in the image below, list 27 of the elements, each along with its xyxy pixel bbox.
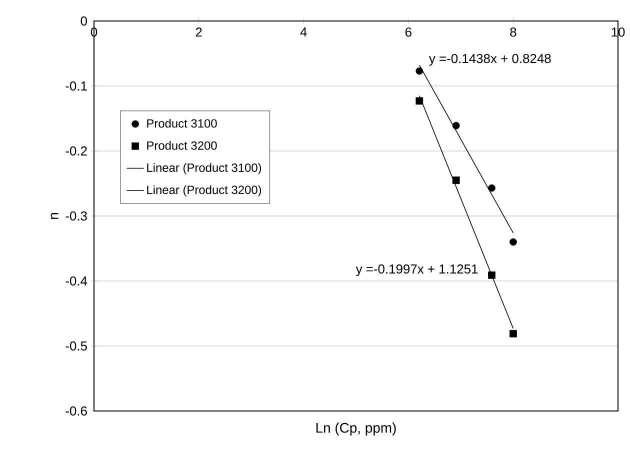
y-tick-label: 0 [80, 16, 87, 26]
y-axis-title: n [50, 213, 58, 219]
point [452, 176, 460, 184]
point [452, 122, 460, 130]
point [488, 271, 496, 279]
x-tick-label: 4 [300, 28, 307, 36]
point [416, 67, 424, 75]
x-tick-label: 8 [510, 28, 516, 37]
x-axis-title: Ln (Cp, ppm) [316, 422, 396, 436]
y-tick-label: -0.4 [66, 276, 88, 286]
y-tick-label: -0.3 [66, 211, 87, 221]
annotation: y =-0.1438x + 0.8248 [428, 54, 551, 66]
legend-label: Linear (Product 3200) [147, 185, 262, 196]
point [510, 330, 517, 338]
annotation: y =-0.1997x + 1.1251 [356, 264, 478, 276]
y-tick-label: -0.6 [66, 406, 87, 416]
y-tick-label: -0.1 [66, 81, 87, 91]
point [510, 238, 517, 246]
x-tick-label: 6 [405, 28, 412, 37]
legend-label: Product 3200 [147, 141, 217, 150]
point [416, 97, 424, 105]
y-tick-label: -0.2 [66, 146, 87, 156]
legend-label: Product 3100 [147, 118, 217, 128]
point [488, 184, 496, 192]
x-tick-label: 2 [196, 28, 202, 37]
legend-label: Linear (Product 3100) [147, 163, 262, 174]
y-tick-label: -0.5 [66, 341, 87, 351]
